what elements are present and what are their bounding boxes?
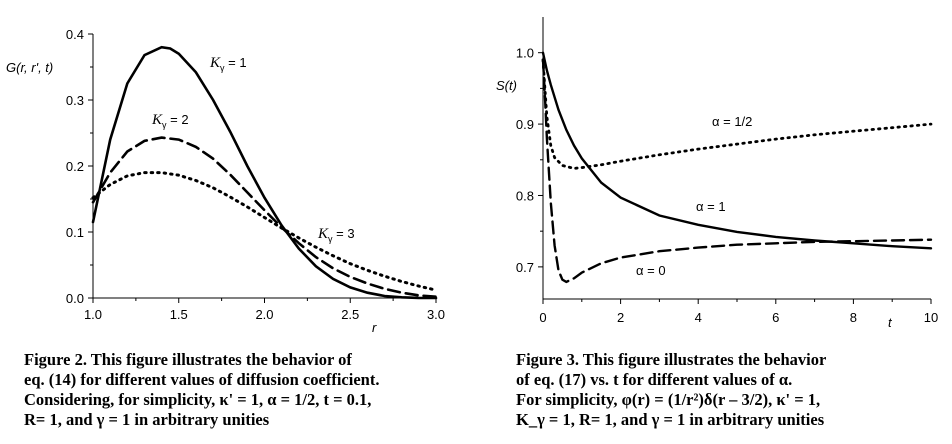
x-tick-label: 0	[539, 310, 546, 325]
y-tick-label: 0.8	[516, 188, 534, 203]
series-line-k1	[91, 45, 438, 300]
figure-2-chart: 1.0 1.5 2.0 2.5 3.0 0.0 0.1 0.2 0.3 0.4 G(r, r', t…	[6, 27, 445, 335]
x-tick-label: 2.0	[255, 307, 273, 322]
y-tick-label: 0.4	[66, 27, 84, 42]
y-tick-label: 0.3	[66, 93, 84, 108]
figure-2-caption-line-4: R= 1, and γ = 1 in arbitrary unities	[24, 410, 270, 429]
series-label-alpha-1: α = 1/2	[712, 114, 752, 129]
figure-3-caption-line-2: of eq. (17) vs. t for different values o…	[516, 370, 793, 389]
x-tick-label: 2.5	[341, 307, 359, 322]
x-tick-label: 2	[617, 310, 624, 325]
series-line-k3	[91, 171, 438, 292]
figure-3: 0 2 4 6 8 10 0.7 0.8 0.9 1.0 S(t) t α = 1/2 α = 1 α = …	[476, 0, 952, 444]
y-tick-label: 0.0	[66, 291, 84, 306]
figure-2-caption: Figure 2. This figure illustrates the be…	[24, 350, 379, 430]
x-tick-label: 10	[924, 310, 938, 325]
figure-2-caption-line-1: Figure 2. This figure illustrates the be…	[24, 350, 352, 369]
series-label-alpha-3: α = 0	[636, 263, 666, 278]
x-tick-label: 1.5	[170, 307, 188, 322]
figure-2-caption-line-2: eq. (14) for different values of diffusi…	[24, 370, 380, 389]
series-label-k1: Kγ = 1	[209, 55, 247, 73]
series-line-alpha-2	[541, 58, 933, 284]
x-tick-label: 4	[695, 310, 702, 325]
figure-3-caption-line-4: K_γ = 1, R= 1, and γ = 1 in arbitrary un…	[516, 410, 825, 429]
y-axis-label: G(r, r', t)	[6, 60, 53, 75]
figure-3-chart: 0 2 4 6 8 10 0.7 0.8 0.9 1.0 S(t) t α = 1/2 α = 1 α = …	[496, 17, 938, 330]
y-axis-label: S(t)	[496, 78, 517, 93]
series-label-alpha-2: α = 1	[696, 199, 726, 214]
x-tick-label: 3.0	[427, 307, 445, 322]
figure-3-caption-line-3: For simplicity, φ(r) = (1/r²)δ(r – 3/2),…	[516, 390, 821, 409]
figure-3-caption: Figure 3. This figure illustrates the be…	[516, 350, 826, 430]
x-tick-label: 1.0	[84, 307, 102, 322]
series-line-alpha-3	[541, 58, 933, 170]
series-label-k3: Kγ = 3	[317, 226, 355, 244]
y-tick-label: 0.9	[516, 117, 534, 132]
x-axis-label: r	[372, 320, 377, 335]
series-line-alpha-1	[541, 51, 933, 250]
figure-2-caption-line-3: Considering, for simplicity, κ' = 1, α =…	[24, 390, 372, 409]
y-tick-label: 0.7	[516, 260, 534, 275]
y-tick-label: 1.0	[516, 46, 534, 61]
y-tick-label: 0.2	[66, 159, 84, 174]
x-tick-label: 6	[772, 310, 779, 325]
y-tick-label: 0.1	[66, 225, 84, 240]
x-axis-label: t	[888, 315, 893, 330]
x-tick-label: 8	[850, 310, 857, 325]
series-line-k2	[91, 136, 438, 298]
figure-3-caption-line-1: Figure 3. This figure illustrates the be…	[516, 350, 827, 369]
figure-2: 1.0 1.5 2.0 2.5 3.0 0.0 0.1 0.2 0.3 0.4 G(r, r', t…	[6, 27, 445, 430]
series-label-k2: Kγ = 2	[151, 112, 189, 130]
